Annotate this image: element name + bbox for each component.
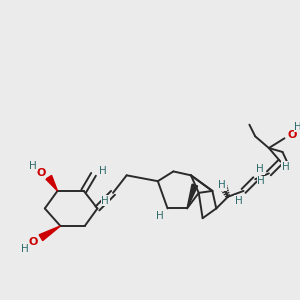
Polygon shape: [39, 226, 60, 241]
Text: O: O: [28, 237, 38, 247]
Text: O: O: [36, 168, 46, 178]
Polygon shape: [187, 184, 198, 208]
Text: H: H: [156, 211, 164, 221]
Text: H: H: [235, 196, 242, 206]
Text: H: H: [218, 180, 226, 190]
Text: H: H: [22, 244, 29, 254]
Polygon shape: [46, 176, 58, 191]
Text: H: H: [282, 162, 289, 172]
Text: H: H: [29, 160, 37, 171]
Text: O: O: [288, 130, 297, 140]
Text: H: H: [294, 122, 300, 132]
Text: H: H: [257, 176, 265, 186]
Text: H: H: [99, 167, 107, 176]
Text: H: H: [101, 196, 109, 206]
Text: H: H: [256, 164, 264, 175]
